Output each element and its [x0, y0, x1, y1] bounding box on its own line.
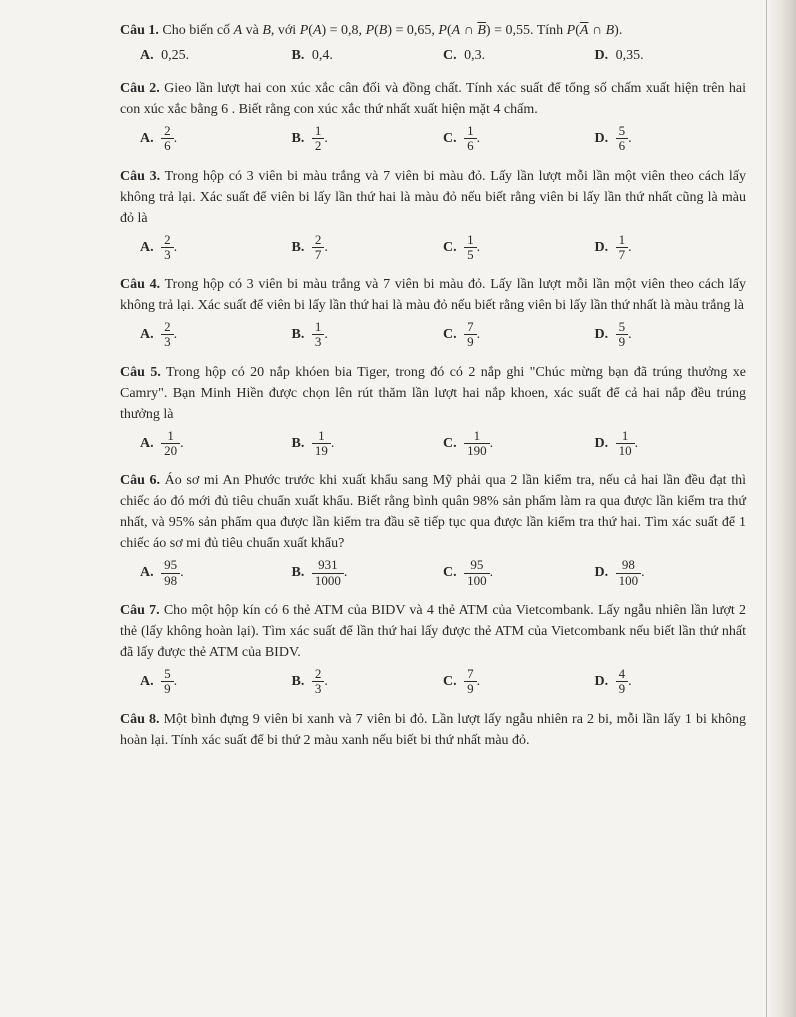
option-6a: A. 9598. [140, 558, 292, 588]
page-curl-shadow [766, 0, 796, 1017]
question-5-label: Câu 5. [120, 365, 161, 380]
question-1-options: A. 0,25. B. 0,4. C. 0,3. D. 0,35. [120, 45, 746, 66]
question-6-label: Câu 6. [120, 473, 160, 488]
option-2d: D. 56. [595, 124, 747, 154]
option-1b: B. 0,4. [292, 45, 444, 66]
option-4a: A. 23. [140, 320, 292, 350]
question-2-label: Câu 2. [120, 81, 160, 96]
question-3-text: Câu 3. Trong hộp có 3 viên bi màu trắng … [120, 166, 746, 229]
option-5b: B. 119. [292, 429, 444, 459]
question-2-options: A. 26. B. 12. C. 16. D. 56. [120, 124, 746, 154]
option-4d: D. 59. [595, 320, 747, 350]
question-3-options: A. 23. B. 27. C. 15. D. 17. [120, 233, 746, 263]
option-3b: B. 27. [292, 233, 444, 263]
question-2: Câu 2. Gieo lần lượt hai con xúc xắc cân… [120, 78, 746, 154]
question-8-text: Câu 8. Một bình đựng 9 viên bi xanh và 7… [120, 709, 746, 751]
question-6-options: A. 9598. B. 9311000. C. 95100. D. 98100. [120, 558, 746, 588]
option-5d: D. 110. [595, 429, 747, 459]
question-4-options: A. 23. B. 13. C. 79. D. 59. [120, 320, 746, 350]
option-3c: C. 15. [443, 233, 595, 263]
question-1-text: Câu 1. Cho biến cố A và B, với P(A) = 0,… [120, 20, 746, 41]
question-7-text: Câu 7. Cho một hộp kín có 6 thẻ ATM của … [120, 600, 746, 663]
option-7a: A. 59. [140, 667, 292, 697]
option-1a: A. 0,25. [140, 45, 292, 66]
question-3-label: Câu 3. [120, 169, 160, 184]
question-4: Câu 4. Trong hộp có 3 viên bi màu trắng … [120, 274, 746, 350]
question-8-label: Câu 8. [120, 712, 160, 727]
question-4-text: Câu 4. Trong hộp có 3 viên bi màu trắng … [120, 274, 746, 316]
option-7b: B. 23. [292, 667, 444, 697]
option-1c: C. 0,3. [443, 45, 595, 66]
question-7: Câu 7. Cho một hộp kín có 6 thẻ ATM của … [120, 600, 746, 697]
question-6-text: Câu 6. Áo sơ mi An Phước trước khi xuất … [120, 470, 746, 554]
option-2c: C. 16. [443, 124, 595, 154]
question-5-text: Câu 5. Trong hộp có 20 nắp khóen bia Tig… [120, 362, 746, 425]
option-5c: C. 1190. [443, 429, 595, 459]
option-2a: A. 26. [140, 124, 292, 154]
question-1-label: Câu 1. [120, 23, 159, 38]
option-6b: B. 9311000. [292, 558, 444, 588]
question-7-options: A. 59. B. 23. C. 79. D. 49. [120, 667, 746, 697]
question-6: Câu 6. Áo sơ mi An Phước trước khi xuất … [120, 470, 746, 588]
option-3a: A. 23. [140, 233, 292, 263]
question-7-label: Câu 7. [120, 603, 160, 618]
question-5: Câu 5. Trong hộp có 20 nắp khóen bia Tig… [120, 362, 746, 459]
option-6c: C. 95100. [443, 558, 595, 588]
option-4b: B. 13. [292, 320, 444, 350]
option-2b: B. 12. [292, 124, 444, 154]
option-4c: C. 79. [443, 320, 595, 350]
question-2-text: Câu 2. Gieo lần lượt hai con xúc xắc cân… [120, 78, 746, 120]
question-5-options: A. 120. B. 119. C. 1190. D. 110. [120, 429, 746, 459]
question-1: Câu 1. Cho biến cố A và B, với P(A) = 0,… [120, 20, 746, 66]
option-7d: D. 49. [595, 667, 747, 697]
option-3d: D. 17. [595, 233, 747, 263]
option-1d: D. 0,35. [595, 45, 747, 66]
option-5a: A. 120. [140, 429, 292, 459]
question-4-label: Câu 4. [120, 277, 160, 292]
option-7c: C. 79. [443, 667, 595, 697]
question-3: Câu 3. Trong hộp có 3 viên bi màu trắng … [120, 166, 746, 263]
question-8: Câu 8. Một bình đựng 9 viên bi xanh và 7… [120, 709, 746, 751]
option-6d: D. 98100. [595, 558, 747, 588]
